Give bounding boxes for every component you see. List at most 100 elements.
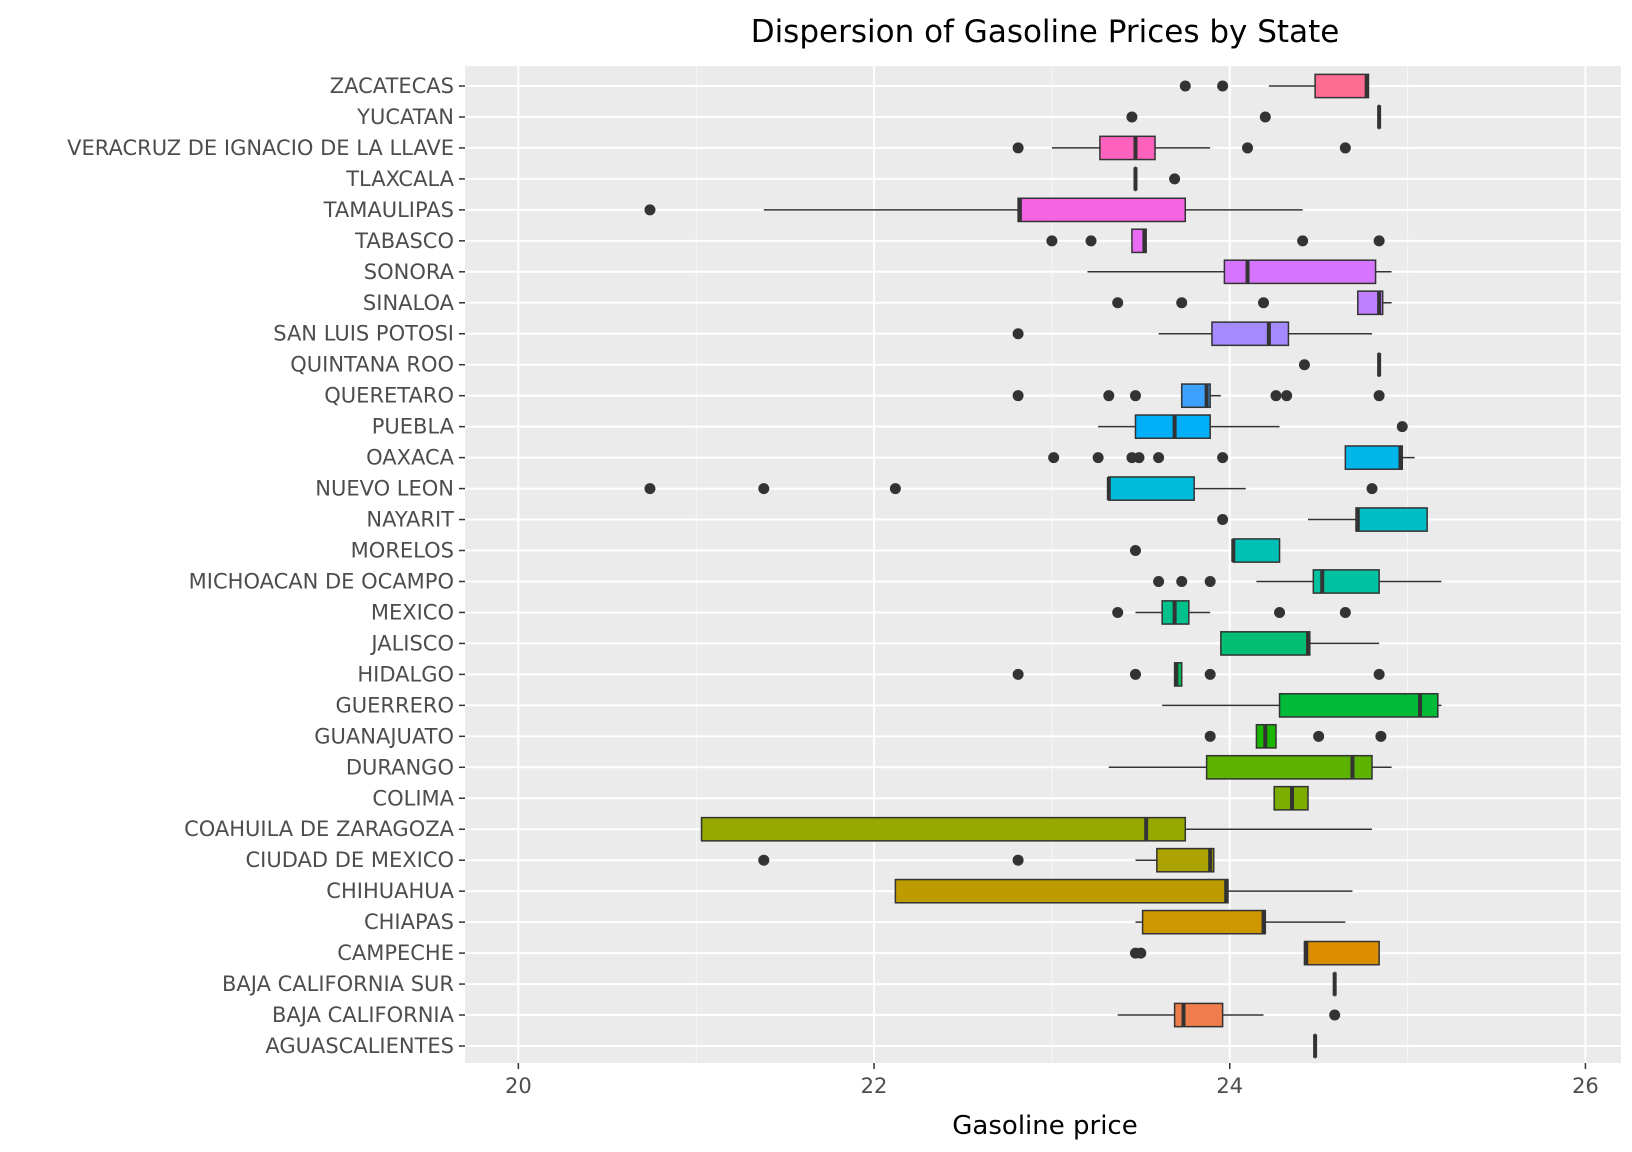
outlier-point <box>1274 606 1286 618</box>
box-group <box>1012 383 1385 409</box>
box-iqr <box>1312 569 1380 594</box>
x-tick-label: 24 <box>1216 1074 1243 1098</box>
outlier-point <box>1297 235 1309 247</box>
outlier-point <box>1313 730 1325 742</box>
box-group <box>1108 754 1392 780</box>
box-group <box>1204 723 1387 749</box>
box-iqr <box>1211 321 1290 347</box>
outlier-point <box>1012 854 1024 866</box>
box-iqr <box>1357 290 1384 316</box>
y-tick-label: SAN LUIS POTOSI <box>273 322 454 346</box>
outlier-point <box>1217 452 1229 464</box>
x-tick-label: 26 <box>1572 1074 1599 1098</box>
x-tick-label: 22 <box>861 1074 888 1098</box>
y-tick-label: CHIHUAHUA <box>326 879 454 903</box>
y-tick-label: MEXICO <box>371 600 454 624</box>
outlier-point <box>644 483 656 495</box>
outlier-point <box>1179 80 1191 92</box>
outlier-point <box>1217 514 1229 526</box>
outlier-point <box>1046 235 1058 247</box>
box-iqr <box>1205 754 1373 780</box>
outlier-point <box>1339 606 1351 618</box>
y-tick-label: MORELOS <box>351 539 454 563</box>
chart-title: Dispersion of Gasoline Prices by State <box>751 14 1340 50</box>
y-axis: AGUASCALIENTES BAJA CALIFORNIA BAJA CALIFO… <box>67 74 465 1058</box>
y-tick-label: BAJA CALIFORNIA SUR <box>222 972 454 996</box>
box-group <box>894 878 1353 904</box>
outlier-point <box>1366 483 1378 495</box>
outlier-point <box>1103 390 1115 402</box>
box-iqr <box>1223 259 1377 285</box>
box-group <box>1012 135 1351 161</box>
outlier-point <box>889 483 901 495</box>
outlier-point <box>1217 80 1229 92</box>
outlier-point <box>1092 452 1104 464</box>
box-iqr <box>1303 940 1380 966</box>
box-group <box>1048 445 1415 470</box>
y-tick-label: VERACRUZ DE IGNACIO DE LA LLAVE <box>67 136 454 160</box>
x-axis-title: Gasoline price <box>952 1111 1137 1141</box>
outlier-point <box>1396 421 1408 433</box>
outlier-point <box>1129 390 1141 402</box>
outlier-point <box>1329 1009 1341 1021</box>
outlier-point <box>1204 730 1216 742</box>
box-iqr <box>1344 445 1403 470</box>
outlier-point <box>1126 111 1138 123</box>
box-group <box>1298 352 1382 378</box>
y-tick-label: JALISCO <box>369 631 454 655</box>
outlier-point <box>1012 328 1024 340</box>
box-iqr <box>1314 73 1370 99</box>
box-group <box>1129 940 1380 966</box>
y-tick-label: CAMPECHE <box>337 941 454 965</box>
box-iqr <box>1141 909 1267 935</box>
outlier-point <box>1112 297 1124 309</box>
y-tick-label: QUERETARO <box>324 384 454 408</box>
box-iqr <box>1220 631 1311 656</box>
y-tick-label: NAYARIT <box>366 508 454 532</box>
box-group <box>1012 321 1373 347</box>
box-iqr <box>1156 847 1215 873</box>
box-group <box>1126 104 1382 130</box>
y-tick-label: SINALOA <box>363 291 455 315</box>
outlier-point <box>1169 173 1181 185</box>
box-group <box>1273 785 1309 811</box>
y-tick-label: COLIMA <box>372 786 454 810</box>
y-tick-label: TABASCO <box>354 229 454 253</box>
grid-lines <box>465 66 1621 1063</box>
y-tick-label: YUCATAN <box>356 105 454 129</box>
box-group <box>1117 1002 1341 1028</box>
boxes-layer <box>644 73 1442 1059</box>
y-tick-label: BAJA CALIFORNIA <box>272 1003 455 1027</box>
outlier-point <box>1012 668 1024 680</box>
box-iqr <box>1173 1002 1224 1028</box>
box-group <box>700 816 1373 842</box>
box-group <box>1153 569 1442 594</box>
outlier-point <box>1176 575 1188 587</box>
box-group <box>1179 73 1370 99</box>
outlier-point <box>1153 452 1165 464</box>
box-iqr <box>1232 538 1281 563</box>
y-tick-label: DURANGO <box>346 755 454 779</box>
y-tick-label: CHIAPAS <box>364 910 454 934</box>
box-iqr <box>1278 692 1439 718</box>
outlier-point <box>1204 575 1216 587</box>
y-tick-label: HIDALGO <box>357 662 454 686</box>
box-group <box>1098 414 1408 440</box>
outlier-point <box>1085 235 1097 247</box>
box-group <box>1129 538 1281 563</box>
box-group <box>1135 909 1346 935</box>
outlier-point <box>1112 606 1124 618</box>
box-group <box>1220 631 1380 656</box>
box-group <box>1112 290 1392 316</box>
outlier-point <box>1258 297 1270 309</box>
outlier-point <box>1298 359 1310 371</box>
y-tick-label: GUERRERO <box>336 693 454 717</box>
box-group <box>758 847 1215 873</box>
box-group <box>644 476 1378 501</box>
y-tick-label: QUINTANA ROO <box>290 353 454 377</box>
x-tick-label: 20 <box>505 1074 532 1098</box>
outlier-point <box>1133 452 1145 464</box>
outlier-point <box>1373 235 1385 247</box>
box-iqr <box>1099 135 1156 161</box>
box-group <box>1012 662 1385 687</box>
